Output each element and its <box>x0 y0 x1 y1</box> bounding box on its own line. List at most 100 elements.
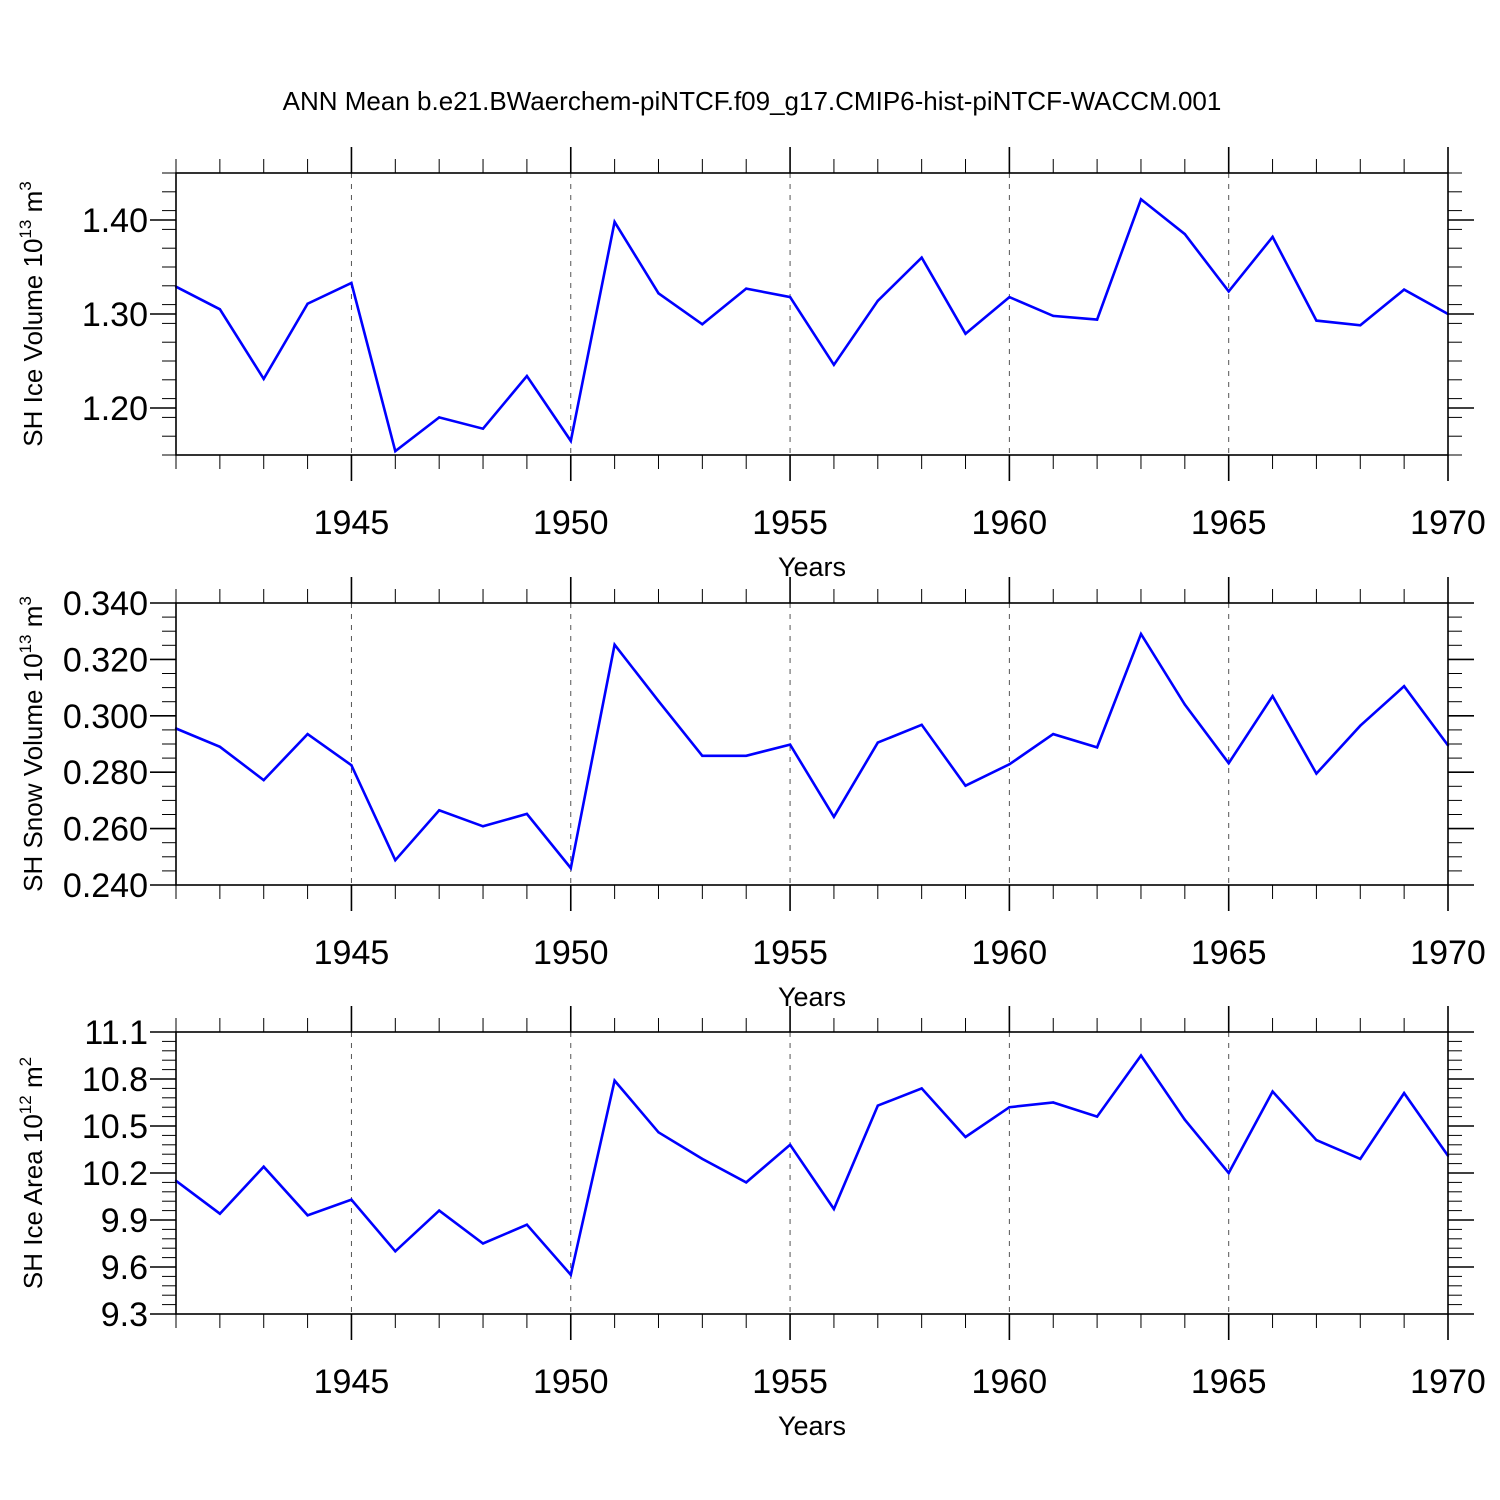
data-point <box>306 302 309 305</box>
data-point <box>437 416 441 419</box>
data-point <box>350 281 353 285</box>
data-point <box>1052 1101 1055 1104</box>
x-tick-label: 1970 <box>1410 934 1486 972</box>
data-point <box>1359 724 1362 727</box>
x-tick-label: 1950 <box>533 934 609 972</box>
y-tick-label: 11.1 <box>84 1014 148 1052</box>
x-axis-label: Years <box>778 1411 846 1441</box>
data-point <box>701 1157 704 1161</box>
data-point <box>1402 1091 1406 1095</box>
data-point <box>1139 198 1143 201</box>
data-point <box>218 1212 222 1215</box>
y-tick-label: 1.20 <box>82 390 148 428</box>
data-point <box>394 1250 397 1253</box>
panel-1: 1.20 1.30 1.40 1945 1950 1955 1960 1965 1970 Year… <box>16 147 1486 582</box>
x-tick-label: 1945 <box>314 1363 390 1401</box>
x-tick-label: 1965 <box>1191 1363 1267 1401</box>
data-point <box>1227 1171 1230 1175</box>
y-axis-label: SH Snow Volume 1013 m3 <box>16 596 48 892</box>
data-point <box>1008 763 1011 766</box>
data-point <box>350 763 353 767</box>
data-point <box>1271 694 1274 698</box>
data-point <box>701 323 704 326</box>
data-point <box>262 1165 265 1168</box>
x-tick-label: 1950 <box>533 504 609 542</box>
data-point <box>306 1214 309 1217</box>
data-point <box>876 741 879 744</box>
data-point <box>1095 1115 1099 1118</box>
data-point <box>1183 703 1187 706</box>
data-point <box>613 643 616 646</box>
data-point <box>657 1131 660 1134</box>
x-tick-label: 1960 <box>972 1363 1048 1401</box>
data-point <box>481 825 485 828</box>
data-line <box>175 1053 1450 1278</box>
y-axis-label-superscript: 2 <box>16 1057 35 1066</box>
data-point <box>218 308 222 311</box>
y-axis-label-text: SH Ice Area 10 <box>18 1114 48 1289</box>
data-point <box>350 1198 353 1201</box>
data-point <box>525 374 529 378</box>
y-axis-label-superscript: 13 <box>16 220 35 239</box>
data-point <box>1315 772 1318 775</box>
x-axis-label: Years <box>778 552 846 582</box>
data-line <box>175 197 1449 454</box>
data-point <box>481 1242 485 1245</box>
data-point <box>1227 290 1230 293</box>
y-axis-label: SH Ice Volume 1013 m3 <box>16 181 48 446</box>
plot-frame <box>175 1031 1449 1315</box>
data-point <box>1052 314 1055 318</box>
y-axis-label-superscript: 13 <box>16 634 35 653</box>
data-point <box>745 754 748 758</box>
x-tick-label: 1970 <box>1410 504 1486 542</box>
y-tick-label: 10.5 <box>82 1108 148 1146</box>
data-point <box>1315 319 1318 322</box>
x-tick-label: 1955 <box>752 934 828 972</box>
data-point <box>1402 684 1406 688</box>
data-point <box>788 743 792 746</box>
panel-3: 9.3 9.6 9.9 10.2 10.5 10.8 11.1 1945 1950 1955 196… <box>16 1006 1486 1441</box>
y-tick-label: 0.340 <box>63 585 148 623</box>
x-tick-label: 1950 <box>533 1363 609 1401</box>
data-point <box>262 778 265 782</box>
data-point <box>832 1207 836 1211</box>
data-point <box>1008 1106 1011 1109</box>
data-point <box>481 427 485 430</box>
x-tick-label: 1955 <box>752 1363 828 1401</box>
data-point <box>437 1209 441 1212</box>
data-point <box>569 1273 572 1277</box>
data-point <box>876 1104 879 1107</box>
data-point <box>832 815 836 818</box>
data-point <box>1139 632 1143 636</box>
x-tick-label: 1965 <box>1191 504 1267 542</box>
plot-frame <box>175 172 1449 456</box>
data-point <box>701 754 704 758</box>
y-tick-label: 0.320 <box>63 641 148 679</box>
y-tick-label: 9.6 <box>101 1249 148 1287</box>
y-axis-label-text: SH Ice Volume 10 <box>18 239 48 447</box>
data-point <box>1008 295 1011 299</box>
data-point <box>920 1087 923 1090</box>
data-point <box>788 295 792 299</box>
data-point <box>1402 288 1406 291</box>
x-tick-label: 1960 <box>972 504 1048 542</box>
data-line <box>175 631 1450 872</box>
y-axis-label-text: SH Snow Volume 10 <box>18 653 48 891</box>
data-point <box>920 723 923 727</box>
x-tick-label: 1945 <box>314 934 390 972</box>
data-point <box>964 332 967 335</box>
data-point <box>788 1143 792 1147</box>
data-point <box>1227 761 1230 765</box>
data-point <box>218 745 222 749</box>
y-tick-label: 1.30 <box>82 296 148 334</box>
data-point <box>1359 324 1362 327</box>
data-point <box>657 292 660 295</box>
data-point <box>1183 1118 1187 1121</box>
data-point <box>437 809 441 812</box>
data-point <box>657 699 660 703</box>
data-point <box>525 1223 529 1226</box>
data-point <box>1183 232 1187 236</box>
y-tick-label: 9.3 <box>101 1296 148 1334</box>
y-axis-label: SH Ice Area 1012 m2 <box>16 1057 48 1289</box>
chart-title: ANN Mean b.e21.BWaerchem-piNTCF.f09_g17.… <box>283 86 1222 116</box>
